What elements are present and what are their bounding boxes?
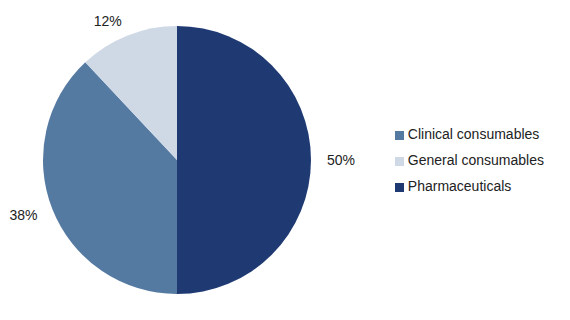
- svg-text:12%: 12%: [94, 13, 122, 29]
- svg-text:50%: 50%: [327, 152, 355, 168]
- svg-text:38%: 38%: [10, 207, 38, 223]
- html-text:Clinical consumables: Clinical consumables: [407, 126, 540, 142]
- html-text:General consumables: General consumables: [407, 152, 544, 168]
- html-text:Pharmaceuticals: Pharmaceuticals: [407, 178, 512, 194]
